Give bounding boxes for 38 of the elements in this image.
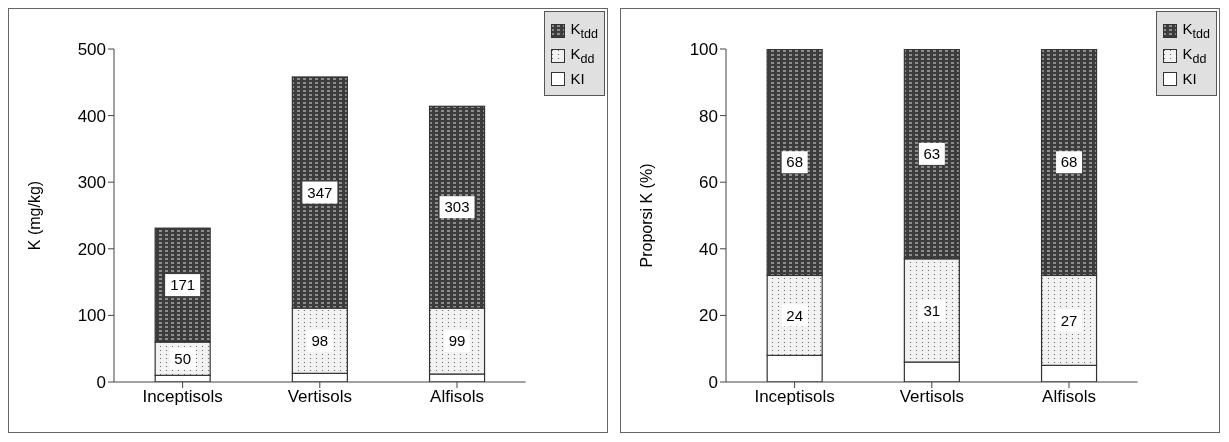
legend-label: K$_{tdd}$ [570,20,598,41]
data-label: 50 [174,349,191,367]
data-label: 303 [444,198,470,216]
legend-label: K$_{dd}$ [1182,45,1207,66]
legend-label: K$_{dd}$ [570,45,595,66]
y-tick-label: 500 [77,40,106,60]
y-axis-title: K (mg/kg) [25,180,43,251]
legend-label: KI [1182,70,1197,87]
y-tick-label: 60 [699,173,718,193]
data-label: 63 [923,145,941,163]
y-tick-label: 400 [77,106,106,126]
legend-label: K$_{tdd}$ [1182,20,1210,41]
data-label: 98 [311,331,329,349]
legend-label: KI [570,70,585,87]
x-tick-label: Alfisols [430,387,484,407]
x-tick-label: Vertisols [899,387,964,407]
y-tick-label: 100 [77,306,106,326]
x-tick-label: Inceptisols [754,387,835,407]
y-tick-label: 0 [708,373,718,393]
y-tick-label: 20 [699,306,718,326]
x-tick-label: Vertisols [287,387,352,407]
data-label: 99 [448,332,466,350]
data-label: 347 [307,183,333,201]
y-tick-label: 80 [699,106,718,126]
data-label: 171 [170,276,196,294]
y-tick-label: 200 [77,239,106,259]
y-tick-label: 0 [96,373,106,393]
data-label: 24 [786,306,803,324]
data-label: 27 [1060,311,1078,329]
y-tick-label: 300 [77,173,106,193]
data-label: 68 [1060,153,1078,171]
data-label: 31 [923,301,941,319]
x-tick-label: Inceptisols [142,387,223,407]
y-axis-title: Proporsi K (%) [637,163,655,268]
x-tick-label: Alfisols [1042,387,1096,407]
data-label: 68 [786,153,803,171]
y-tick-label: 40 [699,239,718,259]
y-tick-label: 100 [689,40,718,60]
